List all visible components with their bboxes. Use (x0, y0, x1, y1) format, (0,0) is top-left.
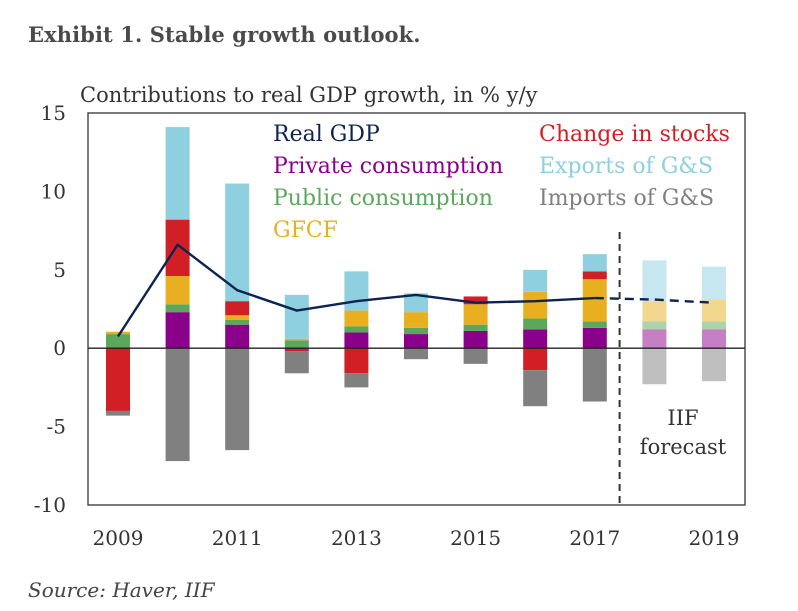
x-tick-label: 2017 (569, 526, 620, 550)
bar-gfcf (106, 331, 130, 335)
bar-imports (404, 348, 428, 360)
bar-gfcf (404, 312, 428, 328)
bar-exports (225, 183, 250, 302)
legend-item: Private consumption (273, 154, 503, 179)
bar-private-consumption (702, 329, 726, 349)
bar-imports (702, 348, 726, 382)
bar-public-consumption (284, 340, 309, 349)
y-tick-label: 10 (41, 179, 66, 203)
bar-gfcf (523, 291, 548, 319)
legend-item: Exports of G&S (539, 154, 713, 179)
bar-gfcf (702, 299, 726, 322)
bar-public-consumption (702, 321, 726, 330)
bar-public-consumption (642, 321, 667, 330)
legend-item: Real GDP (273, 122, 380, 147)
y-tick-label: -5 (47, 415, 66, 439)
bar-imports (225, 348, 250, 451)
y-tick-label: -10 (34, 493, 66, 517)
chart-subtitle: Contributions to real GDP growth, in % y… (80, 83, 538, 107)
bar-change-in-stocks (106, 348, 130, 411)
bar-public-consumption (106, 334, 130, 349)
bar-private-consumption (582, 327, 607, 349)
x-tick-label: 2009 (93, 526, 144, 550)
bar-exports (523, 269, 548, 292)
bar-gfcf (225, 315, 250, 320)
bar-imports (523, 370, 548, 407)
bar-gfcf (463, 304, 488, 325)
bar-change-in-stocks (344, 348, 369, 374)
bar-private-consumption (284, 348, 309, 350)
bar-exports (344, 271, 369, 311)
bar-public-consumption (582, 321, 607, 328)
forecast-label: forecast (640, 435, 727, 459)
bar-private-consumption (344, 332, 369, 349)
bar-private-consumption (523, 329, 548, 349)
bar-imports (106, 410, 130, 416)
bar-change-in-stocks (582, 271, 607, 280)
bar-imports (284, 351, 309, 374)
bar-private-consumption (165, 312, 190, 349)
bar-change-in-stocks (463, 296, 488, 305)
bar-exports (404, 293, 428, 313)
bar-public-consumption (523, 318, 548, 330)
bar-private-consumption (642, 329, 667, 349)
legend-item: GFCF (273, 218, 338, 243)
bar-exports (582, 254, 607, 272)
bar-private-consumption (463, 330, 488, 349)
exhibit-title: Exhibit 1. Stable growth outlook. (28, 22, 421, 47)
bar-imports (582, 348, 607, 402)
bar-gfcf (165, 276, 190, 305)
bar-gfcf (582, 279, 607, 322)
y-tick-label: 0 (53, 336, 66, 360)
bar-change-in-stocks (523, 348, 548, 371)
bar-exports (702, 266, 726, 300)
bar-exports (642, 260, 667, 302)
bar-change-in-stocks (165, 219, 190, 277)
x-tick-label: 2019 (689, 526, 740, 550)
bar-exports (284, 294, 309, 339)
plot-frame (87, 112, 746, 506)
forecast-label: IIF (667, 406, 698, 430)
x-tick-label: 2015 (450, 526, 501, 550)
bar-public-consumption (463, 324, 488, 331)
bar-exports (165, 127, 190, 220)
x-tick-label: 2011 (212, 526, 263, 550)
bar-change-in-stocks (225, 301, 250, 316)
y-tick-label: 15 (41, 101, 66, 125)
source-note: Source: Haver, IIF (28, 578, 215, 602)
x-tick-label: 2013 (331, 526, 382, 550)
bar-public-consumption (165, 304, 190, 313)
bar-gfcf (344, 310, 369, 327)
bar-imports (642, 348, 667, 385)
bar-imports (165, 348, 190, 462)
y-tick-label: 5 (53, 258, 66, 282)
bar-imports (344, 373, 369, 388)
legend-item: Public consumption (273, 186, 493, 211)
bar-public-consumption (344, 326, 369, 333)
bar-change-in-stocks (284, 349, 309, 352)
bar-private-consumption (225, 324, 250, 349)
legend-item: Change in stocks (539, 122, 730, 147)
legend-item: Imports of G&S (539, 186, 714, 211)
bar-public-consumption (404, 327, 428, 335)
bar-gfcf (642, 301, 667, 322)
bar-gfcf (284, 338, 309, 341)
bar-private-consumption (404, 334, 428, 349)
bar-imports (463, 348, 488, 364)
real-gdp-forecast-line (594, 296, 715, 304)
bar-public-consumption (225, 319, 250, 325)
